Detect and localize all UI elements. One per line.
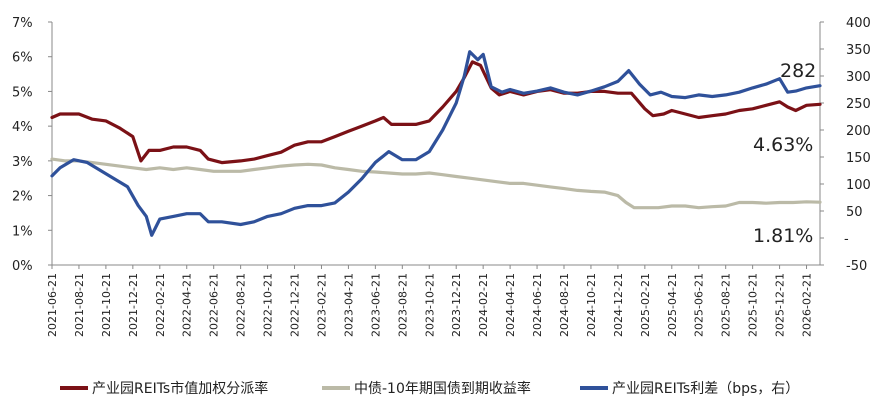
left-axis-tick-label: 2%: [12, 190, 33, 205]
right-axis-tick-label: 200: [846, 124, 871, 139]
x-axis-tick-label: 2025-12-21: [774, 273, 787, 337]
legend-label: 产业园REITs市值加权分派率: [92, 380, 268, 397]
x-axis-tick-label: 2022-08-21: [235, 273, 248, 337]
series-line: [50, 157, 822, 210]
left-axis-tick-label: 1%: [12, 224, 33, 239]
x-axis-tick-label: 2022-12-21: [289, 273, 302, 337]
legend-label: 产业园REITs利差（bps，右）: [612, 381, 799, 397]
x-axis-tick-label: 2021-12-21: [127, 273, 140, 337]
right-axis-tick-label: 100: [846, 178, 871, 193]
left-axis-tick-label: 0%: [12, 259, 33, 274]
legend: 产业园REITs市值加权分派率 中债-10年期国债到期收益率 产业园REITs利差（…: [60, 380, 799, 397]
series-line: [50, 60, 822, 165]
x-axis-tick-label: 2025-10-21: [747, 273, 760, 337]
x-axis-tick-label: 2022-06-21: [208, 273, 221, 337]
x-axis-tick-label: 2025-06-21: [693, 273, 706, 337]
left-axis-tick-label: 3%: [12, 155, 33, 170]
x-axis-tick-label: 2023-10-21: [423, 273, 436, 337]
x-axis-tick-label: 2023-02-21: [315, 273, 328, 337]
x-axis: 2021-06-21 2021-08-21 2021-10-21 2021-12-21…: [46, 264, 820, 337]
x-axis-tick-label: 2022-04-21: [181, 273, 194, 337]
x-axis-tick-label: 2022-02-21: [154, 273, 167, 337]
x-axis-tick-label: 2024-12-21: [612, 273, 625, 337]
right-axis-tick-label: -50: [846, 259, 867, 274]
right-axis-tick-label: 400: [846, 16, 871, 31]
series-lines: [50, 50, 822, 237]
right-axis-tick-label: 150: [846, 151, 871, 166]
end-labels: 4.63% 1.81% 282: [753, 60, 816, 247]
x-axis-tick-label: 2023-04-21: [342, 273, 355, 337]
x-axis-tick-label: 2024-02-21: [477, 273, 490, 337]
x-axis-tick-label: 2024-08-21: [558, 273, 571, 337]
x-axis-tick-label: 2025-02-21: [639, 273, 652, 337]
x-axis-tick-label: 2023-08-21: [396, 273, 409, 337]
series-end-label: 282: [780, 60, 816, 82]
right-axis-tick-label: 50: [846, 205, 863, 220]
x-axis-tick-label: 2023-06-21: [369, 273, 382, 337]
right-axis-tick-label: 350: [846, 43, 871, 58]
x-axis-tick-label: 2026-02-21: [801, 273, 814, 337]
right-axis-tick-label: -: [844, 232, 849, 247]
left-axis-tick-label: 5%: [12, 85, 33, 100]
x-axis-tick-label: 2022-10-21: [262, 273, 275, 337]
x-axis-tick-label: 2025-04-21: [666, 273, 679, 337]
left-axis-tick-label: 6%: [12, 51, 33, 66]
series-end-label: 4.63%: [753, 134, 813, 156]
right-axis-tick-label: 300: [846, 70, 871, 85]
right-axis-tick-label: 250: [846, 97, 871, 112]
x-axis-tick-label: 2025-08-21: [720, 273, 733, 337]
x-axis-tick-label: 2023-12-21: [450, 273, 463, 337]
x-axis-tick-label: 2021-10-21: [100, 273, 113, 337]
left-axis-tick-label: 7%: [12, 16, 33, 31]
left-axis: 0% 1% 2% 3% 4% 5% 6% 7%: [12, 16, 53, 274]
x-axis-tick-label: 2021-06-21: [46, 273, 59, 337]
x-axis-tick-label: 2024-06-21: [531, 273, 544, 337]
legend-label: 中债-10年期国债到期收益率: [354, 380, 531, 397]
x-axis-tick-label: 2024-10-21: [585, 273, 598, 337]
series-end-label: 1.81%: [753, 225, 813, 247]
series-line: [50, 50, 822, 237]
x-axis-tick-label: 2024-04-21: [504, 273, 517, 337]
x-axis-tick-label: 2021-08-21: [73, 273, 86, 337]
left-axis-tick-label: 4%: [12, 120, 33, 135]
